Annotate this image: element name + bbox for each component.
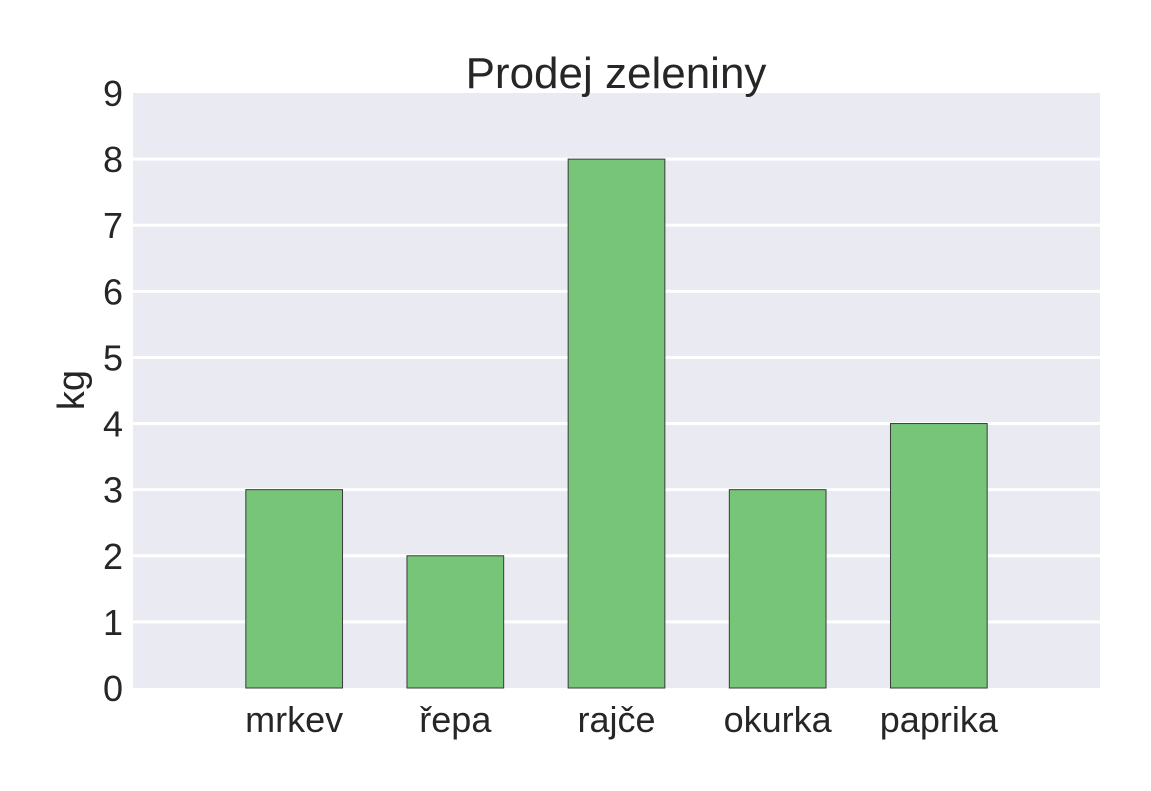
y-tick-label: 9 [103,73,123,114]
bar [728,489,827,689]
bar [889,423,988,689]
y-tick-label: 0 [103,668,123,709]
x-tick-label: mrkev [245,699,343,740]
bar [406,555,505,689]
bar [245,489,344,689]
x-tick-label: paprika [880,699,999,740]
x-tick-label: rajče [577,699,655,740]
y-tick-label: 8 [103,139,123,180]
y-axis-ticks: 0 1 2 3 4 5 6 7 8 9 [103,73,123,709]
bars [245,158,988,689]
y-tick-label: 6 [103,271,123,312]
y-axis-label: kg [51,370,93,410]
y-tick-label: 4 [103,404,123,445]
y-tick-label: 7 [103,205,123,246]
y-tick-label: 1 [103,602,123,643]
bar [567,158,666,689]
y-tick-label: 2 [103,536,123,577]
y-tick-label: 5 [103,337,123,378]
x-tick-label: okurka [724,699,833,740]
x-tick-label: řepa [419,699,492,740]
x-axis-ticks: mrkev řepa rajče okurka paprika [245,699,999,740]
chart-title: Prodej zeleniny [466,49,767,98]
y-tick-label: 3 [103,470,123,511]
